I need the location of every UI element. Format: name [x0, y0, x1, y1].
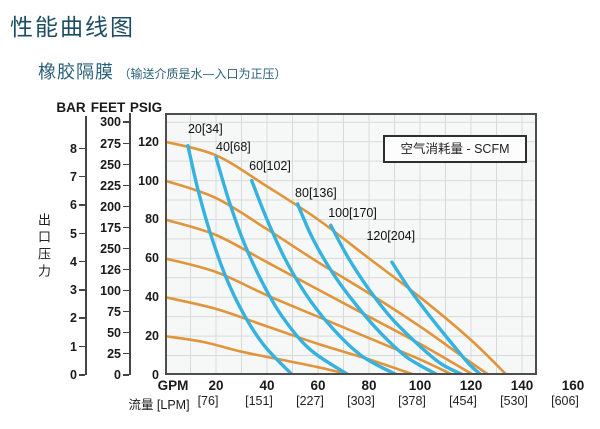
- feet-axis-label: 275: [100, 136, 121, 151]
- page-title: 性能曲线图: [10, 15, 135, 41]
- psig-axis-label: 80: [145, 212, 159, 227]
- subtitle-note: （输送介质是水—入口为正压）: [118, 67, 287, 81]
- feet-axis-label: 50: [107, 325, 121, 340]
- bar-axis-label: 1: [70, 339, 77, 354]
- bar-axis-label: 6: [70, 198, 77, 213]
- psig-axis-label: 60: [145, 251, 159, 266]
- feet-axis-tick: [123, 247, 129, 250]
- y-axis-title: 出口压力: [36, 213, 51, 281]
- feet-axis-tick: [123, 268, 129, 271]
- plot-area: 20[34] 40[68] 60[102] 80[136] 100[170] 120[20…: [165, 113, 537, 375]
- psig-axis-label: 0: [152, 368, 159, 382]
- x-tick-gpm: 120: [459, 378, 483, 393]
- bar-axis-tick: [79, 317, 85, 319]
- psig-axis-label: 100: [138, 173, 159, 188]
- bar-axis-label: 5: [70, 226, 77, 241]
- subtitle-main: 橡胶隔膜: [38, 62, 114, 83]
- bar-axis-tick: [79, 204, 85, 206]
- bar-axis-tick: [79, 345, 85, 348]
- feet-axis-label: 75: [107, 304, 121, 319]
- x-tick-gpm: 20: [208, 378, 224, 393]
- x-tick-gpm: 60: [310, 378, 326, 393]
- feet-axis-label: 175: [100, 220, 121, 235]
- feet-axis-tick: [123, 121, 129, 123]
- x-tick-lpm: [378]: [398, 394, 426, 408]
- x-tick-gpm: 40: [259, 378, 275, 393]
- feet-axis-tick: [123, 352, 129, 355]
- x-tick-gpm: 160: [561, 378, 585, 393]
- bar-axis-tick: [79, 175, 85, 178]
- feet-axis-tick: [123, 226, 129, 229]
- bar-axis-tick: [79, 232, 85, 234]
- bar-axis-tick: [79, 289, 85, 291]
- air-curve-label: 20[34]: [187, 122, 223, 137]
- x-tick-lpm: [151]: [245, 394, 273, 408]
- feet-axis-label: 100: [100, 283, 121, 298]
- feet-axis-label: 25: [107, 346, 121, 361]
- feet-axis-tick: [123, 310, 129, 313]
- psig-axis-label: 120: [138, 134, 159, 149]
- x-tick-lpm: [530]: [500, 394, 528, 408]
- bar-axis-line: [85, 116, 87, 375]
- feet-axis-header: FEET: [90, 100, 126, 115]
- bar-axis-tick: [79, 260, 85, 263]
- bar-axis-label: 8: [70, 141, 77, 156]
- bar-axis-tick: [79, 374, 85, 376]
- x-tick-lpm: [76]: [197, 394, 219, 408]
- curves-canvas: [165, 113, 537, 375]
- bar-axis-label: 3: [70, 283, 77, 298]
- psig-axis-header: PSIG: [129, 100, 163, 115]
- air-curve-label: 120[204]: [366, 229, 416, 244]
- x-tick-lpm: [606]: [551, 394, 579, 408]
- feet-axis-label: 225: [100, 178, 121, 193]
- x-tick-lpm: [303]: [347, 394, 375, 408]
- bar-axis-header: BAR: [56, 100, 86, 115]
- bar-axis-label: 0: [70, 368, 77, 382]
- x-axis-unit-lpm: 流量 [LPM]: [128, 398, 190, 412]
- air-curve-label: 40[68]: [216, 139, 251, 154]
- feet-axis-tick: [123, 205, 129, 208]
- x-tick-lpm: [454]: [449, 394, 477, 408]
- air-curve-label: 60[102]: [249, 159, 291, 174]
- bar-axis-label: 4: [70, 254, 77, 269]
- bar-axis-label: 7: [70, 169, 77, 184]
- psig-axis-label: 20: [145, 329, 159, 344]
- feet-axis-label: 200: [100, 199, 121, 214]
- feet-axis-label: 0: [114, 368, 121, 382]
- x-tick-gpm: 100: [408, 378, 432, 393]
- feet-axis-line: [129, 113, 131, 375]
- chart-subtitle: 橡胶隔膜 （输送介质是水—入口为正压）: [38, 58, 286, 84]
- legend-box: 空气消耗量 - SCFM: [383, 135, 527, 163]
- feet-axis-tick: [123, 331, 129, 334]
- feet-axis-label: 250: [100, 241, 121, 256]
- bar-axis-label: 2: [70, 311, 77, 326]
- feet-axis-tick: [123, 374, 129, 376]
- x-tick-gpm: 140: [510, 378, 534, 393]
- legend-label: 空气消耗量 - SCFM: [400, 142, 510, 156]
- x-tick-lpm: [227]: [296, 394, 324, 408]
- feet-axis-tick: [123, 184, 129, 187]
- feet-axis-label: 126: [100, 262, 121, 277]
- x-axis-unit-gpm: GPM: [157, 378, 189, 393]
- air-curve-label: 80[136]: [295, 186, 337, 201]
- feet-axis-label: 250: [100, 157, 121, 172]
- x-tick-gpm: 80: [361, 378, 377, 393]
- feet-axis-tick: [123, 163, 129, 166]
- air-curve-label: 100[170]: [328, 205, 377, 220]
- psig-axis-label: 40: [145, 290, 159, 305]
- feet-axis-tick: [123, 289, 129, 292]
- feet-axis-tick: [123, 142, 129, 145]
- feet-axis-label: 300: [100, 115, 121, 130]
- bar-axis-tick: [79, 147, 85, 150]
